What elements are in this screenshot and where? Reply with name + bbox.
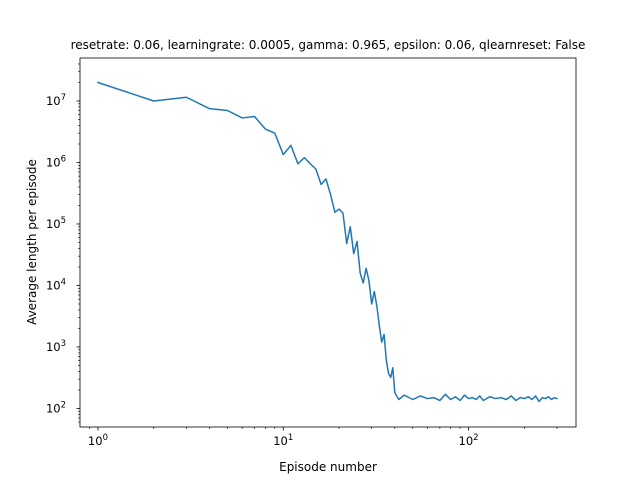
y-tick-label: 103 [46,339,66,354]
y-tick-label: 107 [46,93,66,108]
x-tick-label: 102 [459,433,479,448]
data-line [97,81,558,403]
y-tick-label: 102 [46,400,66,415]
y-tick-label: 106 [46,154,66,169]
x-tick-label: 100 [88,433,108,448]
x-tick-label: 101 [273,433,293,448]
chart-title: resetrate: 0.06, learningrate: 0.0005, g… [71,38,586,52]
y-tick-label: 104 [46,277,66,292]
y-tick-label: 105 [46,216,66,231]
x-axis-label: Episode number [279,460,377,474]
y-axis-label: Average length per episode [25,159,39,325]
x-axis: 100 101 102 [88,427,558,448]
y-axis: 102 103 104 105 106 107 [46,63,80,423]
